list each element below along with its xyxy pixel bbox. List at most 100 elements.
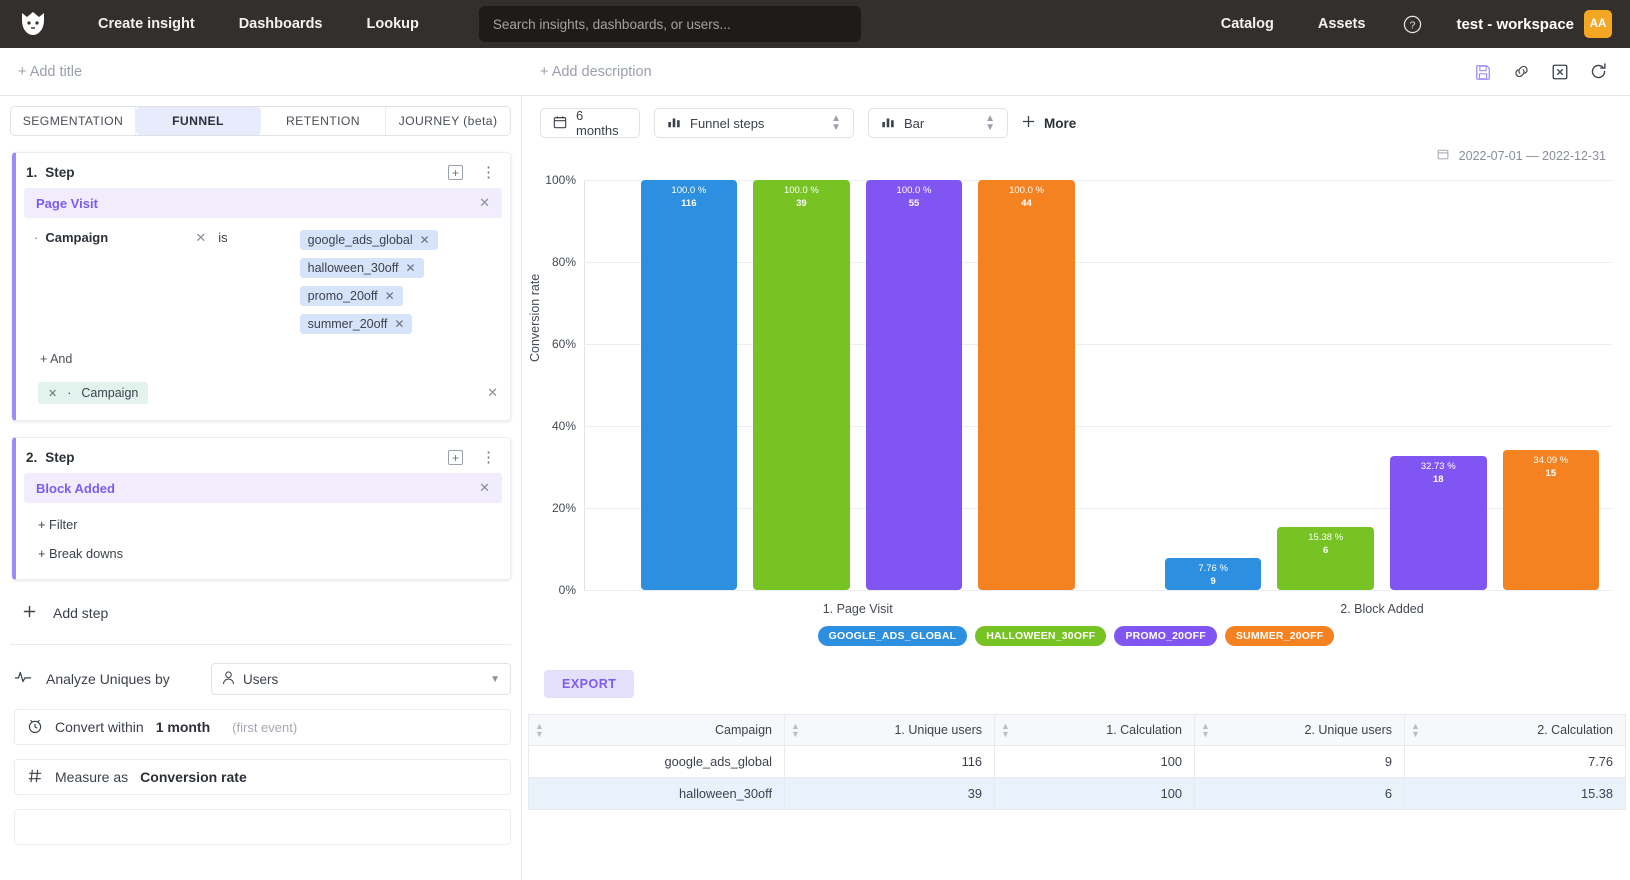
convert-within-row[interactable]: Convert within 1 month (first event) bbox=[14, 709, 511, 745]
bar-count-label: 15 bbox=[1545, 468, 1557, 480]
step-2-event-remove-icon[interactable]: ✕ bbox=[479, 480, 490, 495]
bar-chart-icon bbox=[881, 115, 895, 132]
nav-create-insight[interactable]: Create insight bbox=[98, 16, 195, 32]
col-unique-users-1[interactable]: ▲ ▼ 1. Unique users bbox=[784, 714, 995, 746]
tab-journey[interactable]: JOURNEY (beta) bbox=[398, 114, 498, 128]
sort-icon[interactable]: ▲ ▼ bbox=[1001, 720, 1010, 739]
step-1-event[interactable]: Page Visit ✕ bbox=[24, 188, 502, 218]
step-1-event-remove-icon[interactable]: ✕ bbox=[479, 195, 490, 210]
legend-item[interactable]: HALLOWEEN_30OFF bbox=[975, 626, 1107, 646]
add-event-icon[interactable]: + bbox=[448, 165, 463, 180]
filter-operator[interactable]: is bbox=[218, 230, 228, 245]
bar-count-label: 39 bbox=[796, 197, 807, 209]
funnel-step-1: 1. Step + ⋮ Page Visit ✕ · Campaign ✕ is… bbox=[12, 152, 511, 421]
nav-assets[interactable]: Assets bbox=[1317, 16, 1366, 32]
step-2-menu-icon[interactable]: ⋮ bbox=[481, 449, 496, 466]
table-row[interactable]: halloween_30off 39 100 6 15.38 bbox=[528, 777, 1626, 810]
workspace-name[interactable]: test - workspace bbox=[1456, 15, 1574, 33]
measure-as-row[interactable]: Measure as Conversion rate bbox=[14, 759, 511, 795]
analyze-uniques-select[interactable]: Users ▼ bbox=[211, 663, 511, 695]
add-step-button[interactable]: Add step bbox=[0, 580, 521, 644]
plus-icon bbox=[22, 604, 37, 622]
filter-value-chip[interactable]: promo_20off ✕ bbox=[299, 286, 403, 306]
sort-icon[interactable]: ▲ ▼ bbox=[1201, 720, 1210, 739]
col-calculation-2[interactable]: ▲ ▼ 2. Calculation bbox=[1404, 714, 1626, 746]
grid-line bbox=[584, 508, 1612, 509]
legend-item[interactable]: SUMMER_20OFF bbox=[1224, 626, 1335, 646]
add-description-button[interactable]: + Add description bbox=[540, 63, 652, 80]
step-1-filter-row: · Campaign ✕ is google_ads_global ✕ hallo… bbox=[16, 218, 510, 334]
filter-value-chip[interactable]: halloween_30off ✕ bbox=[299, 258, 424, 278]
add-and-condition[interactable]: + And bbox=[40, 352, 73, 366]
more-options-button[interactable]: More bbox=[1022, 115, 1076, 131]
breakdown-row-remove-icon[interactable]: ✕ bbox=[487, 385, 498, 400]
tab-retention[interactable]: RETENTION bbox=[261, 107, 386, 135]
save-icon[interactable] bbox=[1474, 63, 1492, 81]
analysis-type-tabs: SEGMENTATION FUNNEL RETENTION JOURNEY (b… bbox=[10, 106, 511, 136]
chart-bar[interactable]: 34.09 % 15 bbox=[1502, 450, 1600, 590]
filter-remove-icon[interactable]: ✕ bbox=[195, 230, 207, 245]
chip-remove-icon[interactable]: ✕ bbox=[419, 233, 430, 247]
tab-segmentation[interactable]: SEGMENTATION bbox=[11, 107, 136, 135]
search-input[interactable] bbox=[478, 6, 861, 42]
chart-type-select[interactable]: Bar ▲ ▼ bbox=[868, 108, 1008, 138]
avatar[interactable]: AA bbox=[1584, 10, 1612, 38]
add-event-icon[interactable]: + bbox=[448, 450, 463, 465]
refresh-icon[interactable] bbox=[1589, 62, 1608, 81]
add-title-button[interactable]: + Add title bbox=[18, 63, 83, 80]
grid-line bbox=[584, 426, 1612, 427]
filter-values: google_ads_global ✕ halloween_30off ✕ prom… bbox=[299, 230, 438, 334]
sort-icon[interactable]: ▲ ▼ bbox=[791, 720, 800, 739]
chart-mode-select[interactable]: Funnel steps ▲ ▼ bbox=[654, 108, 854, 138]
cat-logo-icon[interactable] bbox=[18, 9, 48, 39]
step-1-header: 1. Step + ⋮ bbox=[16, 153, 510, 188]
results-table-body: google_ads_global 116 100 9 7.76 halloween_30… bbox=[528, 745, 1626, 810]
extra-option-row[interactable] bbox=[14, 809, 511, 845]
step-2-add-filter[interactable]: + Filter bbox=[38, 517, 78, 532]
global-search bbox=[478, 6, 861, 42]
export-button[interactable]: EXPORT bbox=[544, 670, 635, 698]
sort-icon[interactable]: ▲ ▼ bbox=[1411, 720, 1420, 739]
legend-item[interactable]: PROMO_20OFF bbox=[1114, 626, 1217, 646]
chart-bar[interactable]: 15.38 % 6 bbox=[1277, 526, 1374, 590]
chart-bar[interactable]: 100.0 % 44 bbox=[978, 180, 1075, 590]
step-1-menu-icon[interactable]: ⋮ bbox=[481, 164, 496, 181]
plus-icon bbox=[1022, 115, 1035, 131]
breakdown-remove-icon[interactable]: ✕ bbox=[48, 387, 58, 400]
step-2-add-breakdowns[interactable]: + Break downs bbox=[38, 546, 124, 561]
nav-dashboards[interactable]: Dashboards bbox=[238, 16, 323, 32]
funnel-step-2: 2. Step + ⋮ Block Added ✕ + Filter + Bre… bbox=[12, 437, 511, 580]
filter-value-chip[interactable]: summer_20off ✕ bbox=[299, 314, 413, 334]
chart-bar[interactable]: 32.73 % 18 bbox=[1389, 455, 1487, 590]
col-unique-users-2[interactable]: ▲ ▼ 2. Unique users bbox=[1194, 714, 1405, 746]
col-campaign[interactable]: ▲ ▼ Campaign bbox=[528, 714, 785, 746]
chip-remove-icon[interactable]: ✕ bbox=[394, 317, 405, 331]
legend-item[interactable]: GOOGLE_ADS_GLOBAL bbox=[817, 626, 968, 646]
filter-value-chip[interactable]: google_ads_global ✕ bbox=[299, 230, 438, 250]
chart-bar[interactable]: 100.0 % 116 bbox=[640, 180, 738, 590]
step-2-event[interactable]: Block Added ✕ bbox=[24, 473, 502, 503]
chip-remove-icon[interactable]: ✕ bbox=[405, 261, 416, 275]
col-calculation-1[interactable]: ▲ ▼ 1. Calculation bbox=[994, 714, 1195, 746]
date-range-picker[interactable]: 6 months bbox=[540, 108, 640, 138]
chart-mode-value: Funnel steps bbox=[690, 115, 765, 131]
link-icon[interactable] bbox=[1512, 62, 1531, 81]
close-box-icon[interactable] bbox=[1551, 63, 1569, 81]
sort-icon[interactable]: ▲ ▼ bbox=[535, 720, 544, 739]
bar-percent-label: 100.0 % bbox=[671, 185, 707, 196]
tab-funnel[interactable]: FUNNEL bbox=[136, 107, 261, 135]
applied-date-range-value: 2022-07-01 — 2022-12-31 bbox=[1458, 148, 1606, 163]
step-2-header: 2. Step + ⋮ bbox=[16, 438, 510, 473]
chart-plot-area: 0% 20% 40% 60% 80% 100% 100.0 % 116 100.0 % 39 100… bbox=[545, 173, 1612, 616]
chip-remove-icon[interactable]: ✕ bbox=[384, 289, 395, 303]
nav-catalog[interactable]: Catalog bbox=[1220, 16, 1274, 32]
analyze-uniques-row: Analyze Uniques by Users ▼ bbox=[0, 645, 521, 695]
chart-bar[interactable]: 100.0 % 55 bbox=[865, 180, 963, 590]
filter-property[interactable]: Campaign bbox=[45, 230, 109, 245]
chart-bar[interactable]: 100.0 % 39 bbox=[753, 180, 850, 590]
breakdown-chip[interactable]: ✕ · Campaign bbox=[38, 382, 149, 404]
question-circle-icon[interactable]: ? bbox=[1403, 15, 1422, 34]
chart-bar[interactable]: 7.76 % 9 bbox=[1164, 558, 1262, 590]
table-row[interactable]: google_ads_global 116 100 9 7.76 bbox=[528, 745, 1626, 778]
nav-lookup[interactable]: Lookup bbox=[366, 16, 419, 32]
